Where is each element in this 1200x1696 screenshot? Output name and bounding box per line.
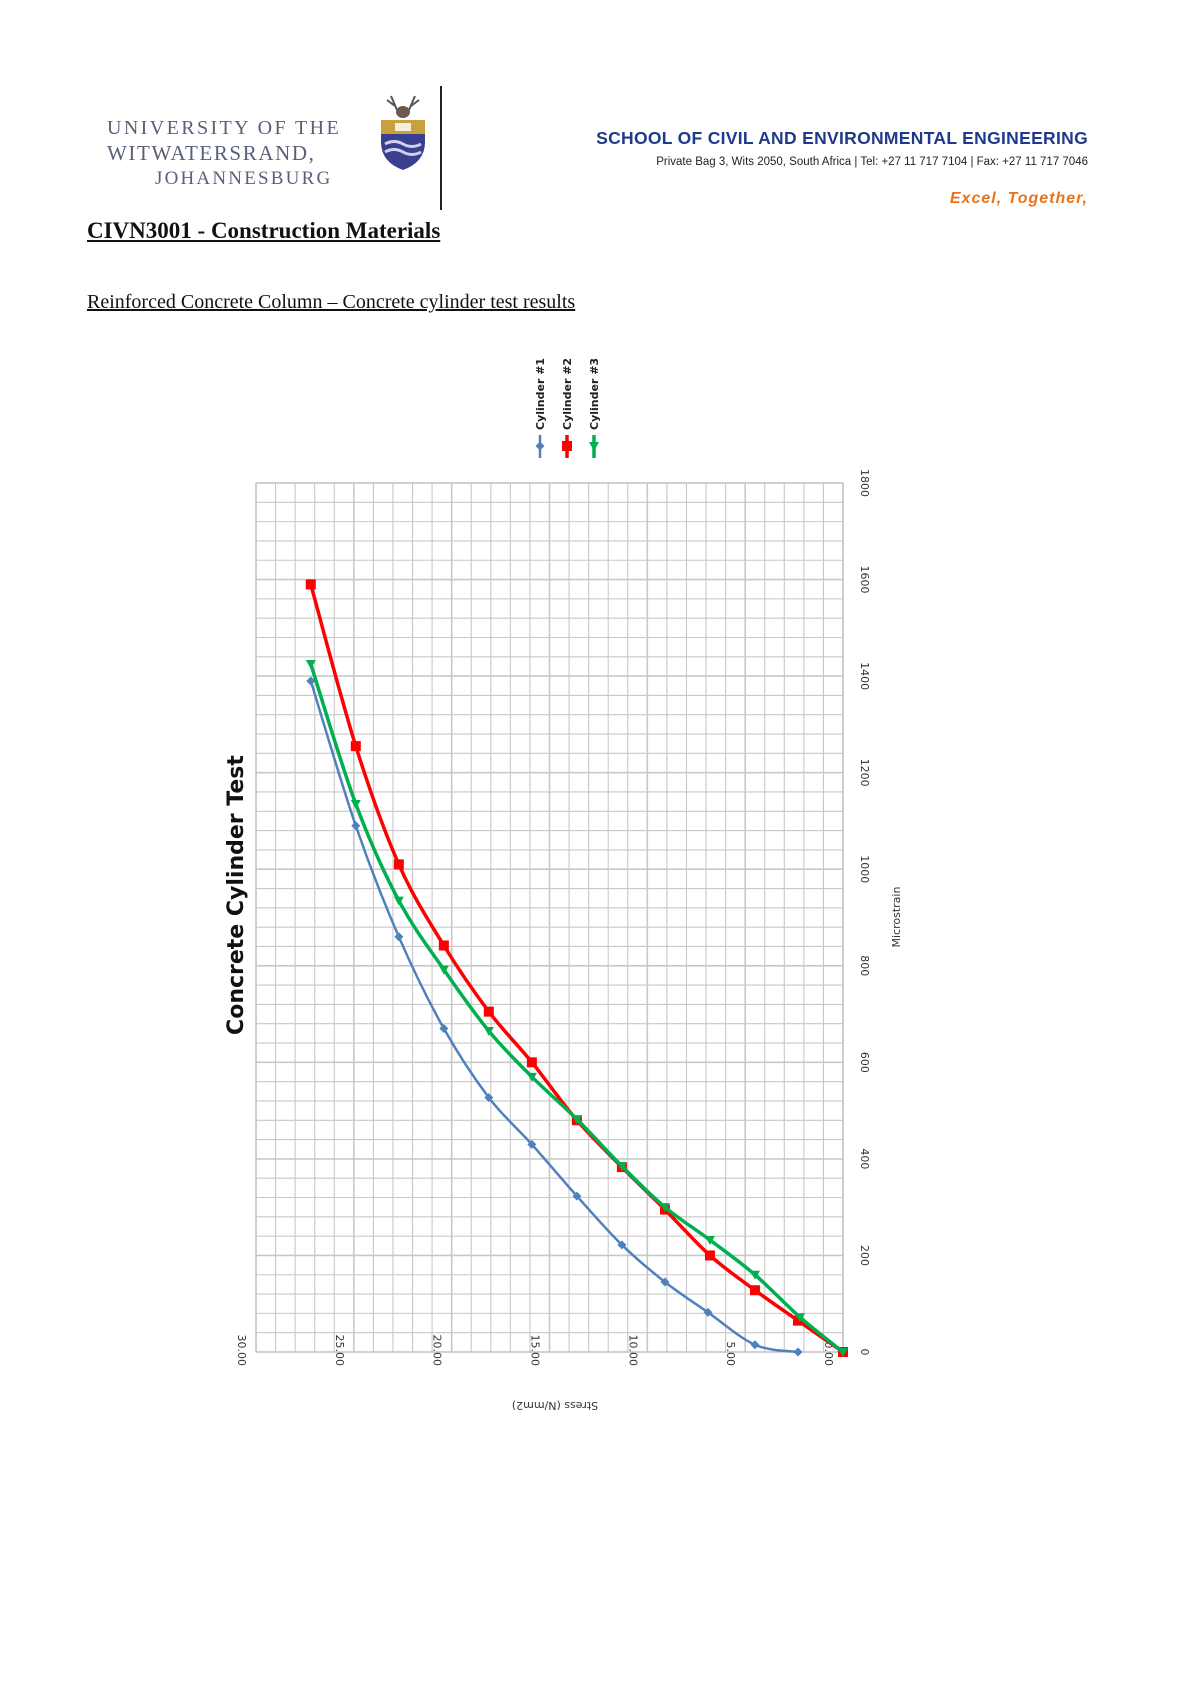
marker-triangle xyxy=(571,1115,582,1125)
y-tick-label: 1400 xyxy=(858,662,871,690)
y-axis-title: Microstrain xyxy=(890,887,903,948)
marker-diamond xyxy=(703,1307,713,1317)
x-tick-label: 25.00 xyxy=(333,1335,346,1367)
series-line xyxy=(309,583,845,1354)
marker-square xyxy=(483,1006,494,1017)
marker-diamond xyxy=(750,1340,760,1350)
university-logo: UNIVERSITY OF THE WITWATERSRAND, JOHANNE… xyxy=(95,92,425,202)
marker-triangle xyxy=(616,1162,627,1172)
marker-square xyxy=(305,579,316,590)
legend-item-cylinder-3: Cylinder #3 xyxy=(588,358,601,458)
marker-square xyxy=(438,940,449,951)
university-line-2: WITWATERSRAND, xyxy=(107,141,316,165)
chart-title: Concrete Cylinder Test xyxy=(224,755,249,1035)
motto: Excel, Together, xyxy=(949,190,1088,207)
marker-triangle xyxy=(749,1270,760,1280)
marker-square xyxy=(393,859,404,870)
marker-diamond xyxy=(484,1093,494,1103)
x-tick-label: 5.00 xyxy=(724,1342,737,1367)
chart-legend: Cylinder #1 Cylinder #2 Cylinder #3 xyxy=(534,358,601,458)
x-tick-label: 10.00 xyxy=(626,1335,639,1367)
x-tick-label: 20.00 xyxy=(431,1335,444,1367)
university-line-3: JOHANNESBURG xyxy=(155,168,333,189)
marker-square xyxy=(749,1285,760,1296)
series-cylinder-1 xyxy=(306,676,803,1357)
y-tick-label: 800 xyxy=(858,955,871,976)
series-line xyxy=(309,663,845,1354)
marker-triangle xyxy=(393,896,404,906)
school-address: Private Bag 3, Wits 2050, South Africa |… xyxy=(656,156,1088,168)
y-tick-label: 0 xyxy=(858,1349,871,1356)
marker-diamond xyxy=(306,676,316,686)
marker-square xyxy=(562,441,572,451)
marker-diamond xyxy=(439,1024,449,1034)
course-title: CIVN3001 - Construction Materials xyxy=(87,218,441,243)
marker-triangle xyxy=(350,800,361,810)
marker-diamond xyxy=(572,1191,582,1201)
marker-square xyxy=(704,1250,715,1261)
marker-triangle xyxy=(838,1348,848,1357)
series-cylinder-2 xyxy=(305,579,848,1357)
y-tick-label: 600 xyxy=(858,1052,871,1073)
marker-diamond xyxy=(527,1139,537,1149)
marker-triangle xyxy=(659,1203,670,1213)
y-tick-label: 1200 xyxy=(858,759,871,787)
legend-label: Cylinder #2 xyxy=(561,358,574,430)
marker-diamond xyxy=(660,1277,670,1287)
y-tick-label: 400 xyxy=(858,1148,871,1169)
marker-square xyxy=(526,1057,537,1068)
crest-icon xyxy=(381,95,425,170)
university-line-1: UNIVERSITY OF THE xyxy=(107,117,342,139)
marker-triangle xyxy=(305,660,316,670)
legend-label: Cylinder #1 xyxy=(534,358,547,430)
x-axis-title: Stress (N/mm2) xyxy=(512,1399,598,1412)
plot-grid xyxy=(255,482,844,1353)
university-name: UNIVERSITY OF THE WITWATERSRAND, JOHANNE… xyxy=(107,116,341,191)
marker-diamond xyxy=(617,1240,627,1250)
x-tick-label: 30.00 xyxy=(235,1335,248,1367)
legend-item-cylinder-2: Cylinder #2 xyxy=(561,358,574,458)
x-tick-label: 0.00 xyxy=(822,1342,835,1367)
marker-diamond xyxy=(394,932,404,942)
marker-triangle xyxy=(794,1313,805,1323)
y-tick-label: 1600 xyxy=(858,566,871,594)
plot-border xyxy=(255,482,844,1353)
marker-triangle xyxy=(438,965,449,975)
marker-diamond xyxy=(535,441,545,451)
header-divider xyxy=(440,86,442,210)
marker-diamond xyxy=(793,1347,803,1357)
marker-square xyxy=(350,741,361,752)
y-tick-label: 200 xyxy=(858,1245,871,1266)
marker-triangle xyxy=(483,1026,494,1036)
legend-label: Cylinder #3 xyxy=(588,358,601,430)
legend-item-cylinder-1: Cylinder #1 xyxy=(534,358,547,458)
y-tick-label: 1800 xyxy=(858,469,871,497)
marker-square xyxy=(792,1315,803,1326)
series-cylinder-3 xyxy=(305,660,848,1357)
school-name: SCHOOL OF CIVIL AND ENVIRONMENTAL ENGINE… xyxy=(596,128,1088,148)
marker-triangle xyxy=(589,442,599,451)
y-tick-label: 1000 xyxy=(858,855,871,883)
x-tick-label: 15.00 xyxy=(529,1335,542,1367)
section-title: Reinforced Concrete Column – Concrete cy… xyxy=(87,291,576,313)
marker-triangle xyxy=(704,1235,715,1245)
marker-diamond xyxy=(351,821,361,831)
marker-triangle xyxy=(526,1072,537,1082)
